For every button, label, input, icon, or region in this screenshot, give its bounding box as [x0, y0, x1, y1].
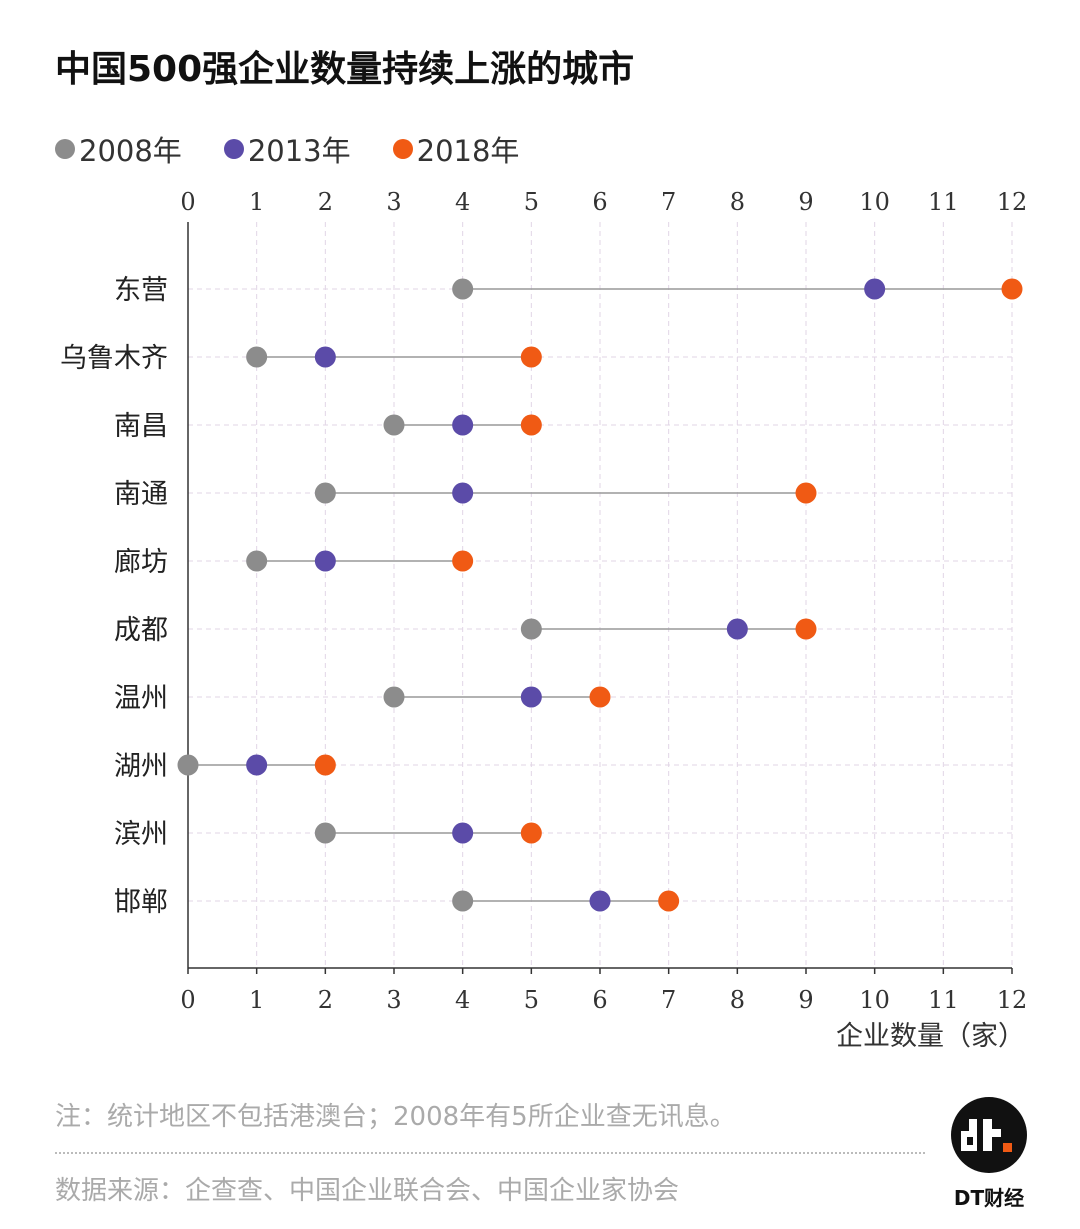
data-point-2018年 [520, 414, 542, 436]
x-tick-label-bottom: 7 [661, 986, 676, 1014]
y-category-label: 廊坊 [114, 547, 168, 578]
footnote: 注：统计地区不包括港澳台；2008年有5所企业查无讯息。 [55, 1102, 736, 1132]
data-point-2013年 [452, 822, 474, 844]
dt-logo-icon [961, 1119, 1012, 1152]
legend-dot-icon [55, 139, 75, 159]
brand-name: DT财经 [953, 1186, 1025, 1210]
x-tick-label-top: 7 [661, 188, 676, 216]
x-tick-label-bottom: 11 [928, 986, 959, 1014]
x-axis-label: 企业数量（家） [836, 1021, 1025, 1052]
data-point-2018年 [1001, 278, 1023, 300]
x-tick-label-bottom: 10 [859, 986, 890, 1014]
x-tick-label-bottom: 0 [180, 986, 195, 1014]
x-tick-label-bottom: 1 [249, 986, 264, 1014]
y-category-label: 南昌 [114, 411, 168, 442]
legend-item: 2018年 [392, 128, 520, 170]
y-category-label: 邯郸 [114, 887, 168, 918]
data-point-2013年 [520, 686, 542, 708]
data-point-2008年 [314, 822, 336, 844]
x-tick-label-bottom: 4 [455, 986, 470, 1014]
x-tick-label-top: 5 [524, 188, 539, 216]
legend-dot-icon [223, 139, 244, 159]
legend-item: 2008年 [55, 128, 182, 170]
x-tick-label-top: 11 [928, 188, 959, 216]
data-point-2008年 [314, 482, 336, 504]
data-point-2013年 [246, 754, 268, 776]
x-tick-label-top: 8 [730, 188, 745, 216]
x-tick-label-bottom: 9 [798, 986, 813, 1014]
data-point-2013年 [589, 890, 611, 912]
data-point-2013年 [314, 550, 336, 572]
x-tick-label-bottom: 12 [997, 986, 1028, 1014]
y-category-label: 湖州 [114, 751, 168, 782]
x-tick-label-top: 12 [997, 188, 1028, 216]
data-point-2018年 [520, 822, 542, 844]
legend-dot-icon [392, 139, 413, 159]
x-tick-label-bottom: 2 [318, 986, 333, 1014]
data-point-2008年 [383, 414, 405, 436]
data-point-2008年 [452, 278, 474, 300]
y-category-label: 东营 [114, 275, 168, 306]
data-point-2013年 [452, 482, 474, 504]
data-point-2018年 [795, 618, 817, 640]
data-point-2008年 [520, 618, 542, 640]
y-category-label: 成都 [114, 615, 168, 646]
data-point-2018年 [589, 686, 611, 708]
footer-divider [55, 1152, 925, 1154]
legend-label: 2013年 [247, 134, 351, 168]
x-tick-label-top: 4 [455, 188, 470, 216]
data-source: 数据来源：企查查、中国企业联合会、中国企业家协会 [55, 1176, 680, 1206]
legend-item: 2013年 [223, 128, 351, 170]
chart-title: 中国500强企业数量持续上涨的城市 [55, 49, 635, 90]
x-tick-label-top: 0 [180, 188, 195, 216]
x-tick-label-top: 2 [318, 188, 333, 216]
legend: 2008年 2013年 2018年 [55, 128, 519, 170]
x-tick-label-bottom: 3 [386, 986, 401, 1014]
legend-label: 2018年 [416, 134, 520, 168]
y-category-label: 南通 [114, 479, 168, 510]
data-point-2008年 [246, 346, 268, 368]
data-point-2018年 [795, 482, 817, 504]
data-point-2018年 [658, 890, 680, 912]
data-point-2013年 [864, 278, 886, 300]
data-point-2008年 [452, 890, 474, 912]
x-tick-label-top: 6 [592, 188, 607, 216]
x-tick-label-top: 1 [249, 188, 264, 216]
data-point-2008年 [246, 550, 268, 572]
y-category-label: 乌鲁木齐 [60, 343, 168, 374]
data-point-2008年 [177, 754, 199, 776]
data-point-2013年 [452, 414, 474, 436]
dt-logo [951, 1097, 1027, 1173]
y-category-label: 滨州 [114, 819, 168, 850]
data-point-2013年 [314, 346, 336, 368]
y-category-label: 温州 [114, 683, 168, 714]
data-point-2018年 [452, 550, 474, 572]
x-tick-label-bottom: 5 [524, 986, 539, 1014]
legend-label: 2008年 [79, 134, 182, 168]
x-tick-label-bottom: 6 [592, 986, 607, 1014]
x-tick-label-bottom: 8 [730, 986, 745, 1014]
data-point-2008年 [383, 686, 405, 708]
data-point-2013年 [726, 618, 748, 640]
x-tick-label-top: 9 [798, 188, 813, 216]
x-tick-label-top: 3 [386, 188, 401, 216]
x-tick-label-top: 10 [859, 188, 890, 216]
data-point-2018年 [314, 754, 336, 776]
data-point-2018年 [520, 346, 542, 368]
